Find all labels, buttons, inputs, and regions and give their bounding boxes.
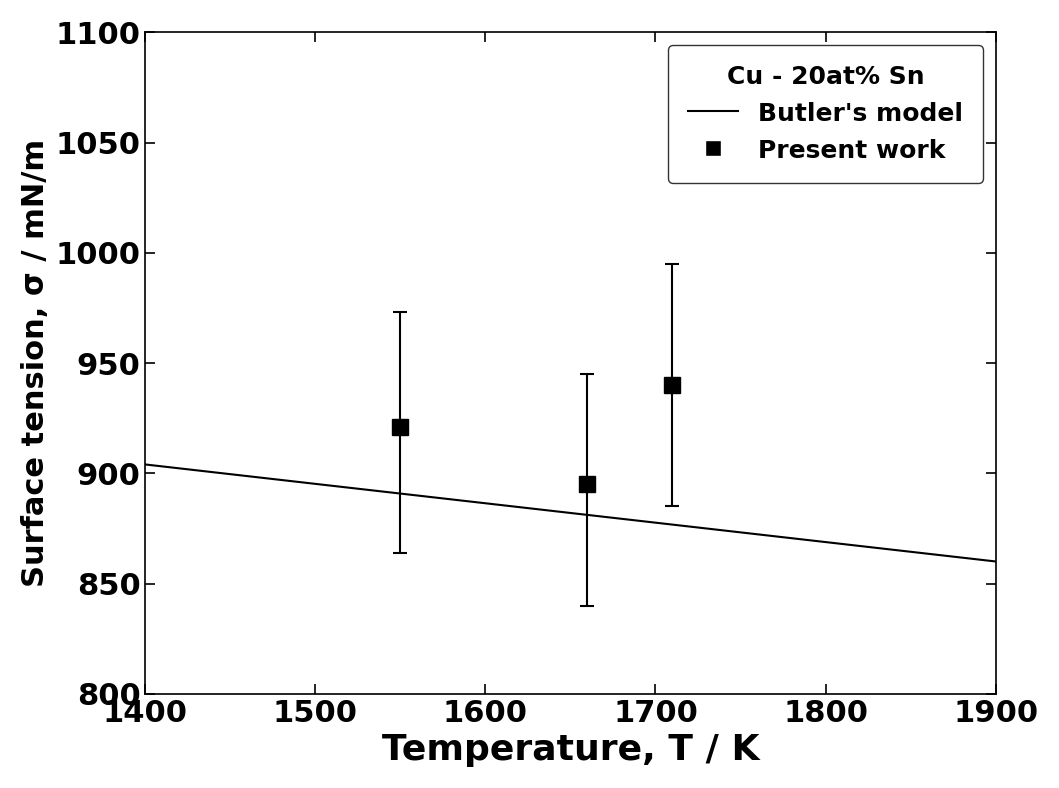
X-axis label: Temperature, T / K: Temperature, T / K — [381, 733, 759, 768]
Legend: Butler's model, Present work: Butler's model, Present work — [668, 45, 983, 184]
Y-axis label: Surface tension, σ / mN/m: Surface tension, σ / mN/m — [21, 139, 50, 587]
